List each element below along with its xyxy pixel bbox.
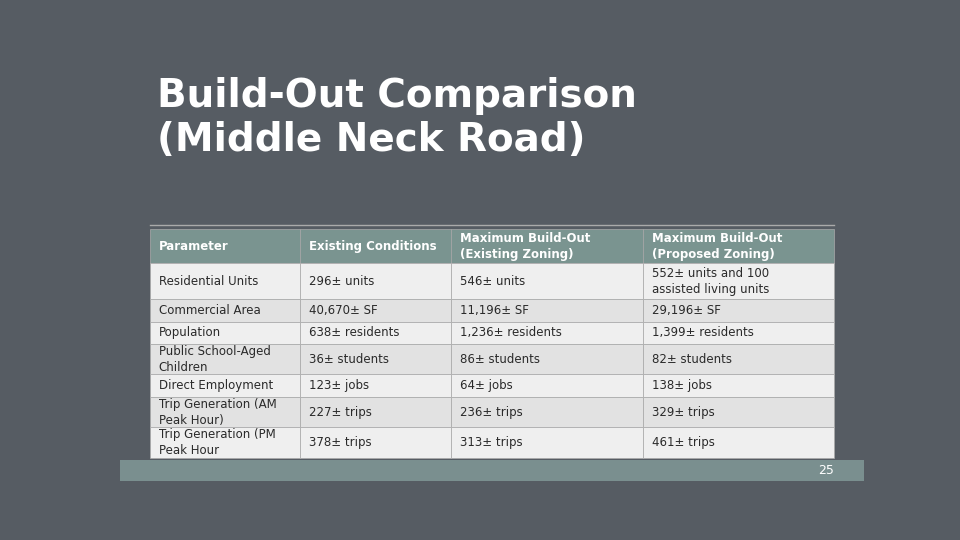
- Bar: [451, 263, 642, 299]
- Text: 296± units: 296± units: [309, 275, 374, 288]
- Bar: [642, 229, 834, 263]
- Text: 123± jobs: 123± jobs: [309, 379, 370, 392]
- Bar: [642, 263, 834, 299]
- Text: 1,399± residents: 1,399± residents: [652, 326, 754, 339]
- Bar: [642, 322, 834, 344]
- Bar: [451, 375, 642, 397]
- Bar: [150, 263, 300, 299]
- Bar: [451, 344, 642, 375]
- Bar: [300, 322, 451, 344]
- Text: Existing Conditions: Existing Conditions: [309, 240, 437, 253]
- Bar: [300, 397, 451, 427]
- Bar: [150, 427, 300, 458]
- Text: 25: 25: [818, 464, 834, 477]
- Text: Trip Generation (PM
Peak Hour: Trip Generation (PM Peak Hour: [158, 428, 276, 457]
- Bar: [642, 299, 834, 322]
- Text: 236± trips: 236± trips: [460, 406, 522, 419]
- Text: Public School-Aged
Children: Public School-Aged Children: [158, 345, 271, 374]
- Text: Maximum Build-Out
(Proposed Zoning): Maximum Build-Out (Proposed Zoning): [652, 232, 781, 261]
- Bar: [642, 427, 834, 458]
- Text: 378± trips: 378± trips: [309, 436, 372, 449]
- Bar: [150, 322, 300, 344]
- Text: 638± residents: 638± residents: [309, 326, 399, 339]
- Bar: [642, 344, 834, 375]
- Text: 40,670± SF: 40,670± SF: [309, 304, 378, 317]
- Bar: [451, 229, 642, 263]
- Text: 1,236± residents: 1,236± residents: [460, 326, 562, 339]
- Bar: [300, 375, 451, 397]
- Bar: [150, 229, 300, 263]
- Text: 138± jobs: 138± jobs: [652, 379, 711, 392]
- Text: 11,196± SF: 11,196± SF: [460, 304, 529, 317]
- Text: 36± students: 36± students: [309, 353, 389, 366]
- Text: 329± trips: 329± trips: [652, 406, 714, 419]
- Text: 82± students: 82± students: [652, 353, 732, 366]
- Text: Residential Units: Residential Units: [158, 275, 258, 288]
- Bar: [150, 375, 300, 397]
- Bar: [642, 397, 834, 427]
- Text: 461± trips: 461± trips: [652, 436, 714, 449]
- Text: Population: Population: [158, 326, 221, 339]
- Text: 64± jobs: 64± jobs: [460, 379, 513, 392]
- Text: Trip Generation (AM
Peak Hour): Trip Generation (AM Peak Hour): [158, 397, 276, 427]
- Bar: [300, 427, 451, 458]
- Bar: [150, 299, 300, 322]
- Bar: [451, 322, 642, 344]
- Text: 227± trips: 227± trips: [309, 406, 372, 419]
- Text: 86± students: 86± students: [460, 353, 540, 366]
- Bar: [642, 375, 834, 397]
- Bar: [300, 263, 451, 299]
- Text: 29,196± SF: 29,196± SF: [652, 304, 720, 317]
- Bar: [150, 344, 300, 375]
- Text: Maximum Build-Out
(Existing Zoning): Maximum Build-Out (Existing Zoning): [460, 232, 590, 261]
- Text: 552± units and 100
assisted living units: 552± units and 100 assisted living units: [652, 267, 769, 295]
- Text: Direct Employment: Direct Employment: [158, 379, 273, 392]
- Text: 546± units: 546± units: [460, 275, 525, 288]
- Bar: [300, 299, 451, 322]
- Text: Commercial Area: Commercial Area: [158, 304, 260, 317]
- Bar: [300, 229, 451, 263]
- Bar: [300, 344, 451, 375]
- Text: Parameter: Parameter: [158, 240, 228, 253]
- Bar: [120, 460, 864, 481]
- Text: 313± trips: 313± trips: [460, 436, 522, 449]
- Bar: [451, 397, 642, 427]
- Bar: [451, 427, 642, 458]
- Text: Build-Out Comparison
(Middle Neck Road): Build-Out Comparison (Middle Neck Road): [157, 77, 637, 159]
- Bar: [451, 299, 642, 322]
- Bar: [150, 397, 300, 427]
